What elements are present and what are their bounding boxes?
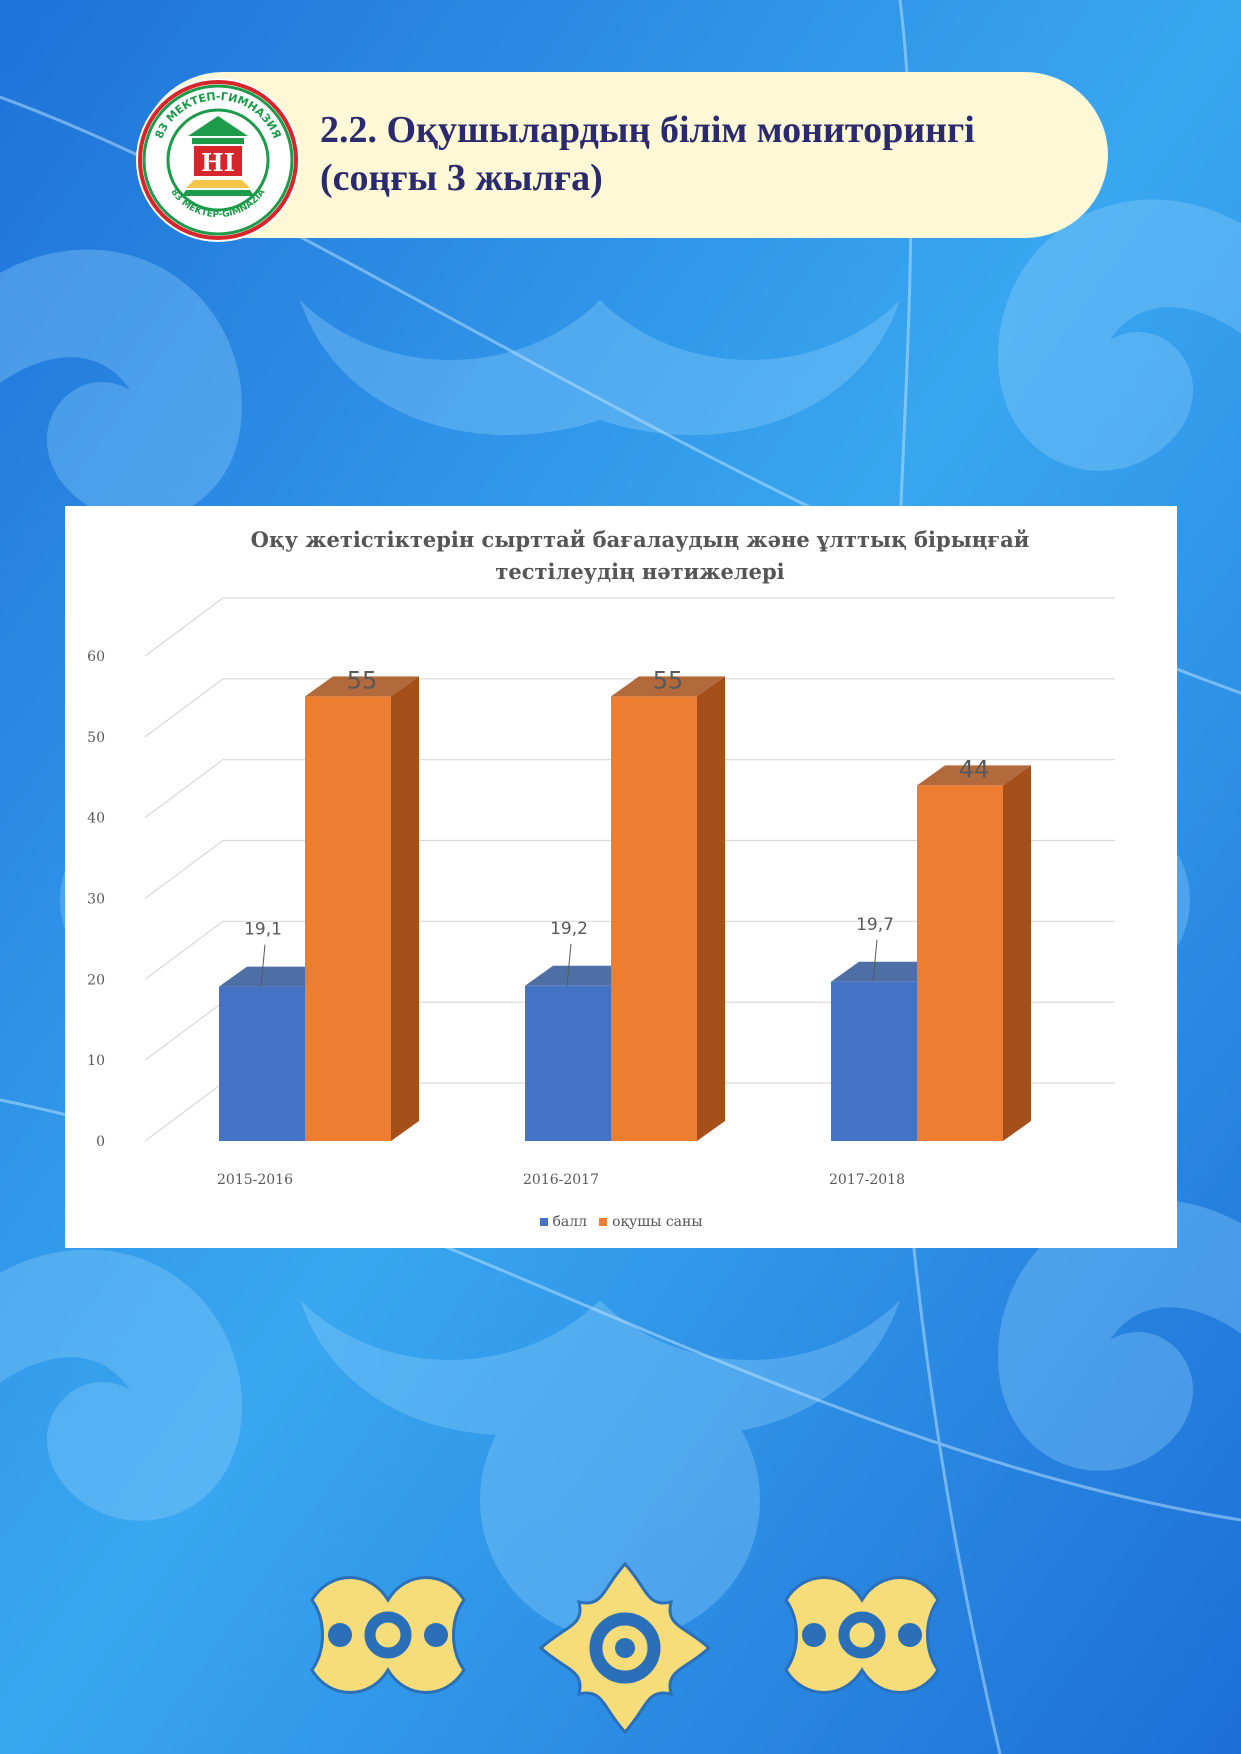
y-tick-label: 0	[96, 1134, 105, 1150]
legend-swatch	[599, 1218, 608, 1226]
bar-students-2016-2017	[611, 696, 697, 1141]
left-ornament-icon	[310, 1576, 466, 1694]
chart-legend: балл оқушы саны	[65, 1214, 1177, 1230]
bar-side	[391, 676, 419, 1141]
bar-students-2015-2016	[305, 696, 391, 1141]
data-label-leader	[260, 944, 266, 987]
gridline	[144, 597, 1115, 657]
legend-swatch	[539, 1218, 548, 1226]
data-label: 19,7	[856, 915, 894, 935]
legend-item: оқушы саны	[599, 1214, 702, 1230]
y-tick-label: 60	[87, 649, 105, 665]
center-ornament-icon	[538, 1561, 712, 1735]
legend-item: балл	[539, 1214, 588, 1230]
bar-top	[219, 966, 333, 987]
school-logo: 83 МЕКТЕП-ГИМНАЗИЯ 83 MEKTEP-GIMNAZIA НІ	[136, 78, 300, 242]
y-tick-label: 30	[87, 892, 105, 908]
x-category-label: 2016-2017	[523, 1172, 599, 1188]
bar-top	[525, 965, 639, 986]
gridline	[144, 678, 1115, 738]
bar-top	[305, 676, 419, 697]
bar-top	[611, 676, 725, 697]
y-tick-label: 50	[87, 730, 105, 746]
x-category-label: 2015-2016	[217, 1172, 293, 1188]
data-label-leader	[566, 943, 572, 986]
y-tick-label: 20	[87, 972, 105, 988]
data-label: 55	[347, 666, 378, 694]
bar-ball-2015-2016	[219, 986, 305, 1141]
ornament-row	[310, 1561, 940, 1735]
bar-ball-2016-2017	[525, 985, 611, 1141]
data-label: 19,1	[244, 920, 282, 940]
bar-chart: 0 10 20 30 40 50 60 19,1 55 2015-2016 19,2 55 2016-2…	[87, 597, 1115, 1188]
bar-top	[831, 961, 945, 982]
gridline	[144, 759, 1115, 819]
bar-students-2017-2018	[917, 785, 1003, 1141]
data-label: 44	[959, 755, 990, 783]
bar-side	[1003, 765, 1031, 1141]
legend-label: балл	[552, 1214, 588, 1230]
legend-label: оқушы саны	[612, 1214, 703, 1230]
page-title: 2.2. Оқушылардың білім мониторингі (соңғ…	[320, 109, 975, 199]
header-banner	[140, 72, 1108, 238]
right-ornament-icon	[784, 1576, 940, 1694]
data-label-leader	[872, 939, 878, 982]
data-label: 19,2	[550, 919, 588, 939]
x-category-label: 2017-2018	[829, 1172, 905, 1188]
bar-top	[917, 765, 1031, 786]
gridline	[144, 920, 1115, 980]
bar-side	[697, 676, 725, 1141]
data-label: 55	[653, 666, 684, 694]
y-tick-label: 10	[87, 1053, 105, 1069]
gridline	[144, 839, 1115, 899]
bar-ball-2017-2018	[831, 981, 917, 1141]
chart-panel: Оқу жетістіктерін сырттай бағалаудың жән…	[65, 506, 1177, 1248]
chart-title: Оқу жетістіктерін сырттай бағалаудың жән…	[250, 527, 1030, 584]
logo-letters: НІ	[201, 148, 235, 177]
y-tick-label: 40	[87, 811, 105, 827]
